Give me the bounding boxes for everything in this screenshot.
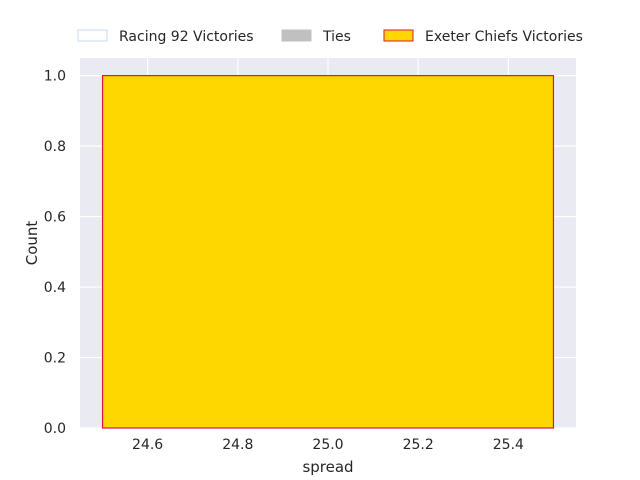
legend-label: Ties [322, 29, 351, 45]
y-axis-label: Count [23, 221, 41, 266]
legend-swatch [281, 29, 312, 42]
bar [101, 75, 555, 429]
legend-label: Exeter Chiefs Victories [425, 29, 583, 45]
x-tick-label: 24.8 [222, 437, 253, 453]
x-tick-label: 25.0 [312, 437, 343, 453]
y-tick-label: 0.6 [44, 210, 66, 226]
x-tick-label: 25.2 [403, 437, 434, 453]
x-tick-labels: 24.6 24.8 25.0 25.2 25.4 [132, 437, 524, 453]
y-tick-label: 1.0 [44, 69, 66, 85]
x-tick-label: 24.6 [132, 437, 163, 453]
legend: Racing 92 Victories Ties Exeter Chiefs Vic… [77, 29, 583, 45]
x-tick-label: 25.4 [493, 437, 524, 453]
legend-label: Racing 92 Victories [119, 29, 254, 45]
y-tick-label: 0.2 [44, 351, 66, 367]
legend-swatch [77, 29, 108, 42]
y-tick-label: 0.0 [44, 421, 66, 437]
y-tick-labels: 0.0 0.2 0.4 0.6 0.8 1.0 [44, 69, 66, 437]
bars [101, 75, 555, 429]
y-tick-label: 0.8 [44, 139, 66, 155]
y-tick-label: 0.4 [44, 280, 66, 296]
x-axis-label: spread [302, 458, 353, 476]
legend-swatch [383, 29, 414, 42]
